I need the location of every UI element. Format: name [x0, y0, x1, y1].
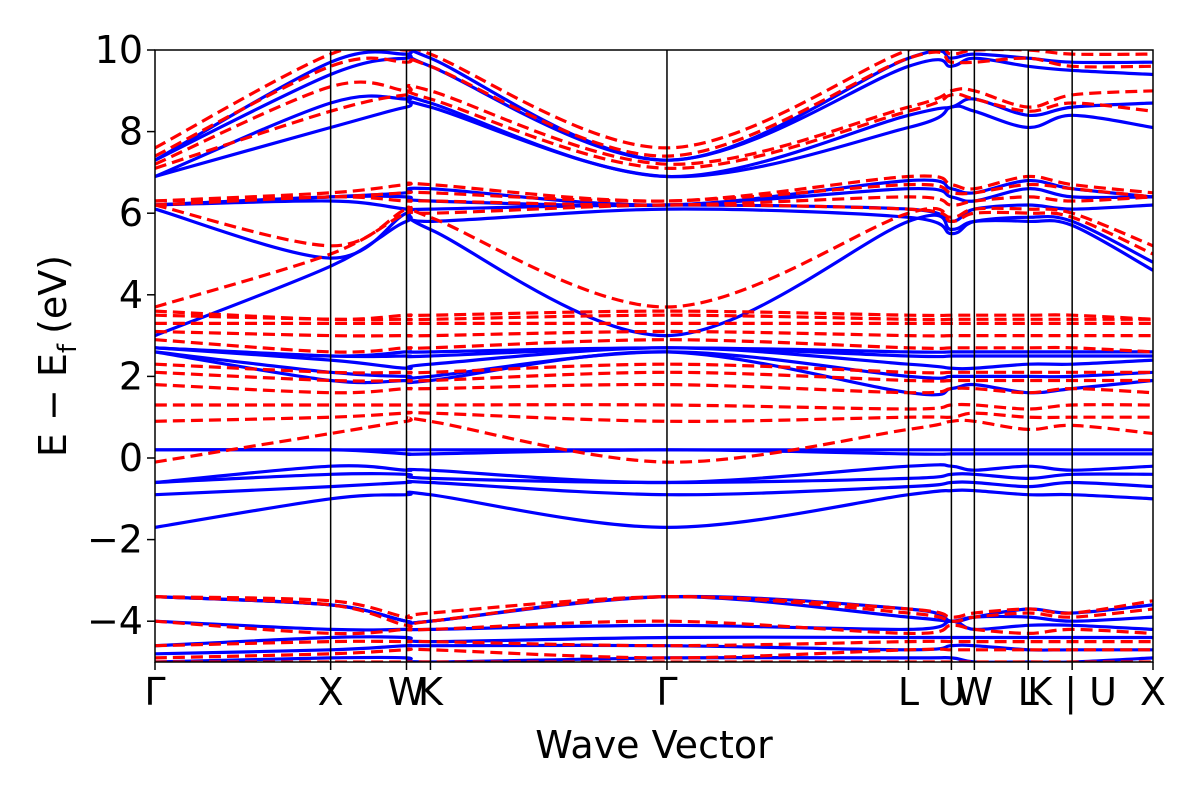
x-tick-label-1: X [318, 670, 344, 714]
x-tick-label-4: Γ [656, 670, 677, 714]
x-tick-label-3: K [418, 670, 444, 714]
y-axis-label: E − Ef (eV) [31, 255, 83, 457]
dashed-band-16 [155, 309, 1153, 321]
solid-band-25 [155, 50, 1153, 162]
dashed-band-9 [155, 382, 1153, 395]
y-tick-label-3: 2 [119, 354, 143, 398]
x-axis-label: Wave Vector [535, 723, 773, 767]
high-symmetry-lines [329, 50, 1073, 662]
x-tick-label-7: W [956, 670, 994, 714]
solid-band-0 [155, 655, 1153, 662]
y-axis-label-main: E − E [31, 353, 75, 457]
x-tick-label-2: W [388, 670, 426, 714]
y-tick-label-0: −4 [87, 599, 143, 643]
x-tick-label-8: L [1018, 670, 1039, 714]
dashed-band-1 [155, 647, 1153, 660]
y-tick-label-4: 4 [119, 273, 143, 317]
dashed-band-25 [155, 50, 1153, 150]
dashed-band-17 [155, 205, 1153, 309]
x-tick-label-5: L [898, 670, 919, 714]
dashed-band-7 [155, 410, 1153, 423]
y-tick-label-7: 10 [95, 28, 143, 72]
x-tick-label-6: U [937, 670, 965, 714]
x-tick-label-9: K | U [1027, 670, 1117, 715]
y-axis-label-subscript: f [53, 343, 83, 353]
dashed-band-10 [155, 370, 1153, 383]
y-axis-ticks: −4 −2 0 2 4 6 8 10 [87, 28, 155, 643]
y-tick-label-1: −2 [87, 518, 143, 562]
plot-frame [154, 49, 1154, 663]
dashed-band-2 [155, 639, 1153, 648]
y-tick-label-6: 8 [119, 110, 143, 154]
y-tick-label-5: 6 [119, 191, 143, 235]
dashed-band-24 [155, 50, 1153, 158]
x-tick-label-10: X [1140, 670, 1166, 714]
x-tick-label-0: Γ [144, 670, 165, 714]
dashed-band-13 [155, 329, 1153, 338]
y-tick-label-2: 0 [119, 436, 143, 480]
dashed-band-8 [155, 402, 1153, 411]
y-axis-label-unit: (eV) [31, 255, 75, 334]
dashed-band-12 [155, 338, 1153, 354]
dashed-band-11 [155, 362, 1153, 375]
